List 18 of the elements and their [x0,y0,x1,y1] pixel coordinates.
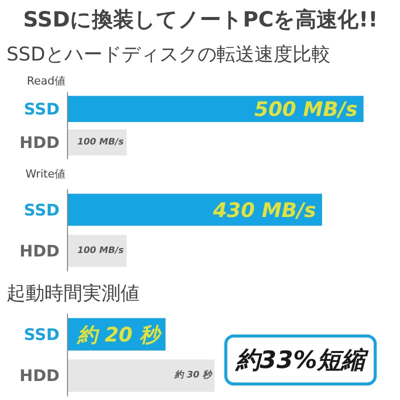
y-axis-title: Write値 [25,167,66,180]
chart-title: SSDに換装してノートPCを高速化!! [23,8,378,32]
chart-subtitle: SSDとハードディスクの転送速度比較 [6,44,330,66]
y-tick-label: HDD [20,132,60,152]
data-label: 約 30 秒 [174,370,214,381]
y-tick-label: HDD [20,366,60,386]
y-tick-label: SSD [24,99,60,118]
data-label: 100 MB/s [77,137,124,148]
text: 約33%短縮 [234,346,370,374]
data-label: 430 MB/s [212,198,316,222]
data-label: 約 20 秒 [76,322,162,346]
data-label: 100 MB/s [77,246,124,256]
y-tick-label: HDD [20,241,60,260]
y-tick-label: SSD [24,324,60,344]
chart-title: 起動時間実測値 [6,282,140,304]
data-label: 500 MB/s [254,96,358,121]
y-tick-label: SSD [24,200,60,220]
y-axis-title: Read値 [26,74,66,88]
